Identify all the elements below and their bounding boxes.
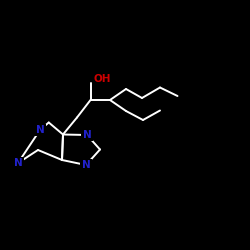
- Text: N: N: [14, 158, 22, 168]
- Text: OH: OH: [93, 74, 111, 85]
- Text: N: N: [82, 160, 90, 170]
- Text: N: N: [82, 130, 92, 140]
- Text: N: N: [36, 125, 44, 135]
